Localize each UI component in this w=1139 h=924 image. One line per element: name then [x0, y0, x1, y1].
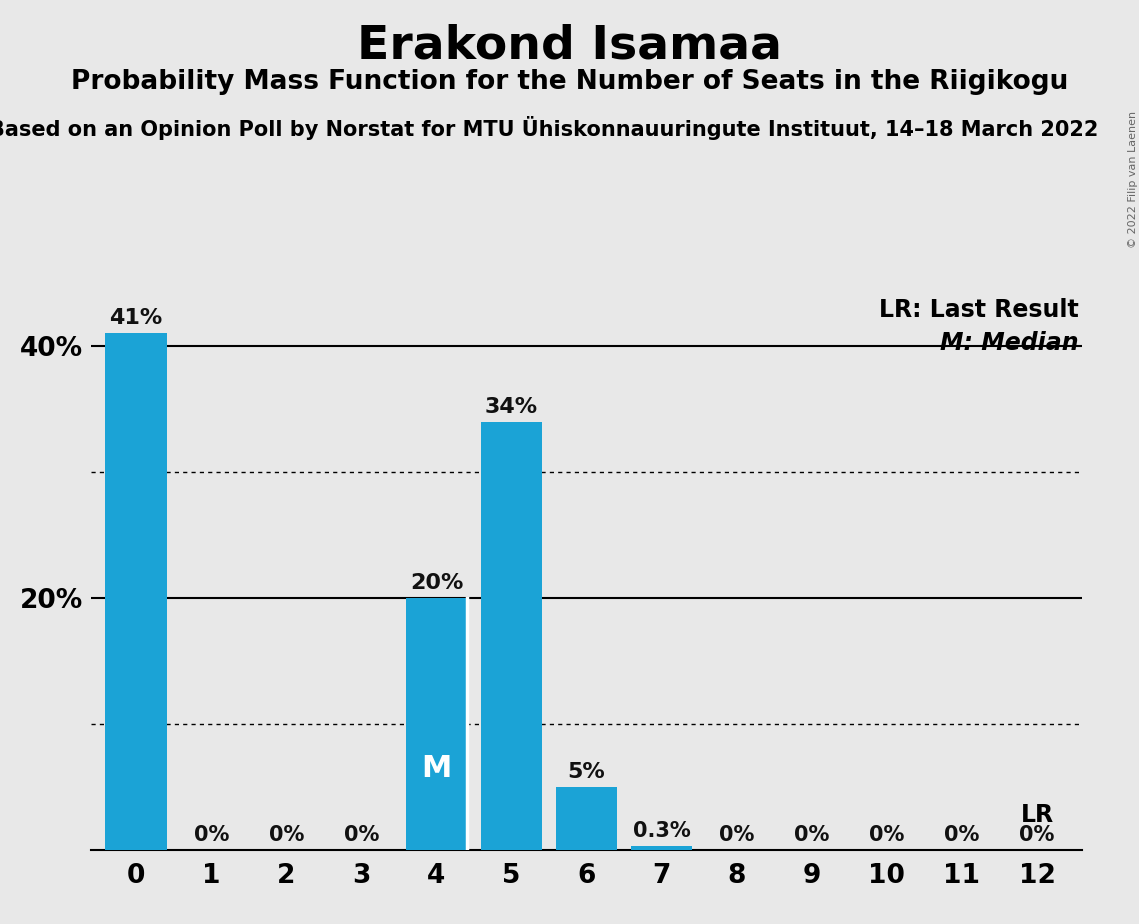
Text: Erakond Isamaa: Erakond Isamaa [357, 23, 782, 68]
Text: 20%: 20% [410, 573, 464, 593]
Text: © 2022 Filip van Laenen: © 2022 Filip van Laenen [1129, 111, 1138, 248]
Text: 0%: 0% [344, 825, 379, 845]
Bar [481, 421, 542, 850]
Bar [631, 846, 693, 850]
Text: M: Median: M: Median [940, 331, 1079, 355]
Bar [405, 598, 467, 850]
Text: 0%: 0% [869, 825, 904, 845]
Bar [106, 334, 167, 850]
Text: 0%: 0% [719, 825, 754, 845]
Text: 0.3%: 0.3% [633, 821, 690, 841]
Bar [556, 787, 617, 850]
Text: Probability Mass Function for the Number of Seats in the Riigikogu: Probability Mass Function for the Number… [71, 69, 1068, 95]
Text: 0%: 0% [269, 825, 304, 845]
Text: 0%: 0% [794, 825, 829, 845]
Text: LR: Last Result: LR: Last Result [878, 298, 1079, 322]
Text: 5%: 5% [567, 762, 606, 782]
Text: 0%: 0% [944, 825, 980, 845]
Text: 0%: 0% [1019, 825, 1055, 845]
Text: 41%: 41% [109, 309, 163, 328]
Text: M: M [421, 754, 452, 783]
Text: 0%: 0% [194, 825, 229, 845]
Text: Based on an Opinion Poll by Norstat for MTU Ühiskonnauuringute Instituut, 14–18 : Based on an Opinion Poll by Norstat for … [0, 116, 1098, 140]
Text: LR: LR [1021, 803, 1054, 827]
Text: 34%: 34% [485, 396, 538, 417]
